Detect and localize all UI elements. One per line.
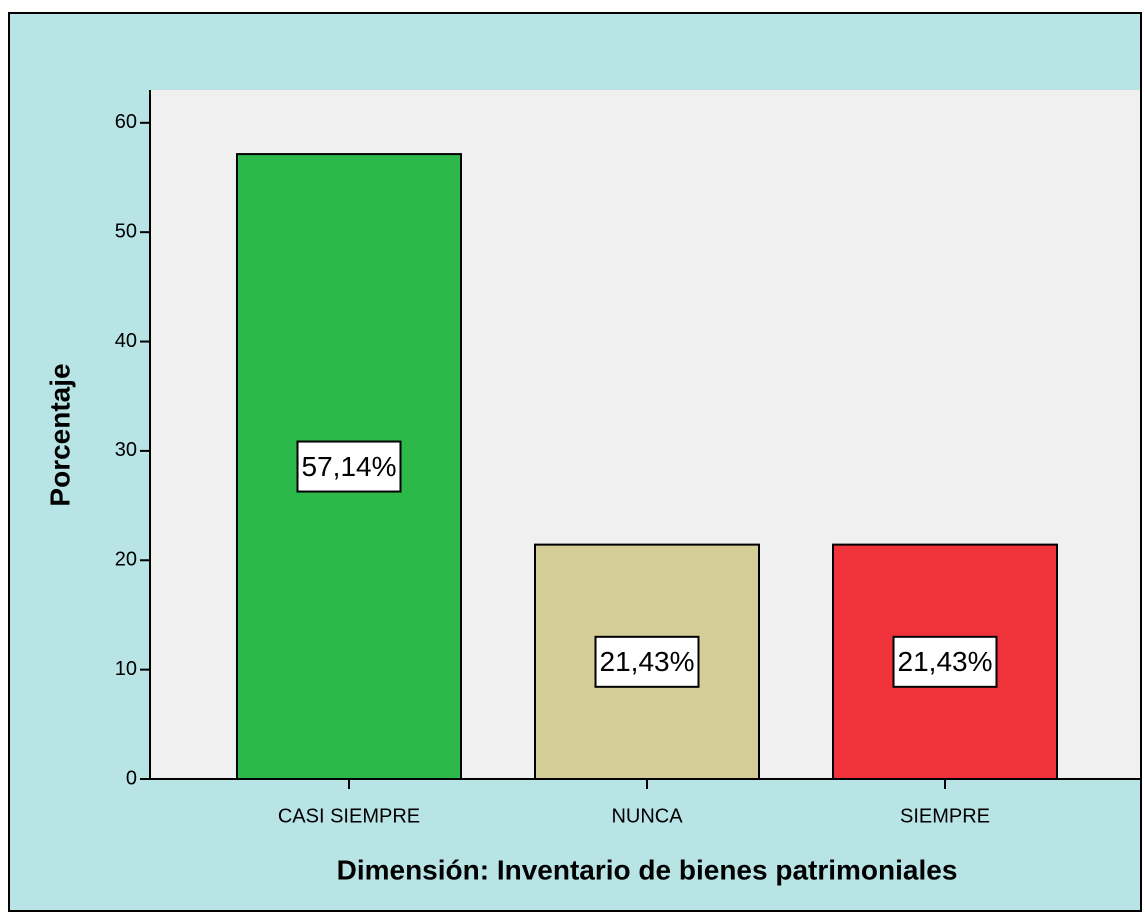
y-tick-label: 20 (115, 549, 137, 571)
value-label-box (594, 635, 700, 688)
value-label: 21,43% (898, 646, 993, 677)
x-tick-label: NUNCA (611, 805, 683, 827)
y-tick-label: 60 (115, 111, 137, 133)
y-tick-label: 0 (126, 767, 137, 789)
y-tick-label: 30 (115, 439, 137, 461)
value-label-box (296, 440, 402, 493)
y-tick-label: 40 (115, 330, 137, 352)
value-label-box (892, 635, 998, 688)
x-axis-title: Dimensión: Inventario de bienes patrimon… (337, 854, 958, 885)
y-axis-title: Porcentaje (44, 363, 75, 506)
x-tick-label: CASI SIEMPRE (278, 805, 420, 827)
y-tick-label: 10 (115, 658, 137, 680)
value-label: 21,43% (600, 646, 695, 677)
x-tick-label: SIEMPRE (900, 805, 990, 827)
y-tick-label: 50 (115, 220, 137, 242)
value-label: 57,14% (302, 451, 397, 482)
